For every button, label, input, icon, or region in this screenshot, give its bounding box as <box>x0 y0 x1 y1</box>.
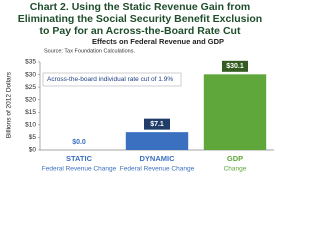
chart-title: Eliminating the Social Security Benefit … <box>18 13 262 25</box>
page: {"chart_data": { "type": "bar", "title":… <box>5 0 274 173</box>
x-tick-label: GDP <box>227 154 243 163</box>
annotation-box <box>42 72 182 87</box>
x-tick-label: STATIC <box>66 154 93 163</box>
bar <box>125 132 189 150</box>
y-tick-label: $35 <box>25 59 36 66</box>
value-label-box <box>222 60 248 72</box>
x-tick-label: DYNAMIC <box>140 154 176 163</box>
bar <box>203 74 267 150</box>
y-axis-label: Billions of 2012 Dollars <box>6 71 13 138</box>
value-label-box <box>144 118 170 130</box>
chart-title: to Pay for an Across-the-Board Rate Cut <box>40 25 241 37</box>
value-label: $7.1 <box>150 121 164 128</box>
chart: Chart 2. Using the Static Revenue Gain f… <box>6 1 274 173</box>
annotation: Across-the-board individual rate cut of … <box>47 76 173 83</box>
y-tick-label: $25 <box>25 84 36 91</box>
y-tick-label: $10 <box>25 122 36 129</box>
x-tick-sublabel: Federal Revenue Change <box>120 166 195 173</box>
chart-subtitle: Effects on Federal Revenue and GDP <box>92 37 224 46</box>
source: Source: Tax Foundation Calculations. <box>44 48 135 54</box>
value-label: $0.0 <box>72 139 86 146</box>
y-tick-label: $30 <box>25 71 36 78</box>
value-label: $30.1 <box>226 63 244 70</box>
y-tick-label: $15 <box>25 109 36 116</box>
chart-title: Chart 2. Using the Static Revenue Gain f… <box>30 1 251 13</box>
y-tick-label: $20 <box>25 96 36 103</box>
x-tick-sublabel: Federal Revenue Change <box>42 166 117 173</box>
y-tick-label: $5 <box>29 134 37 141</box>
y-tick-label: $0 <box>29 147 37 154</box>
x-tick-sublabel: Change <box>224 166 247 173</box>
